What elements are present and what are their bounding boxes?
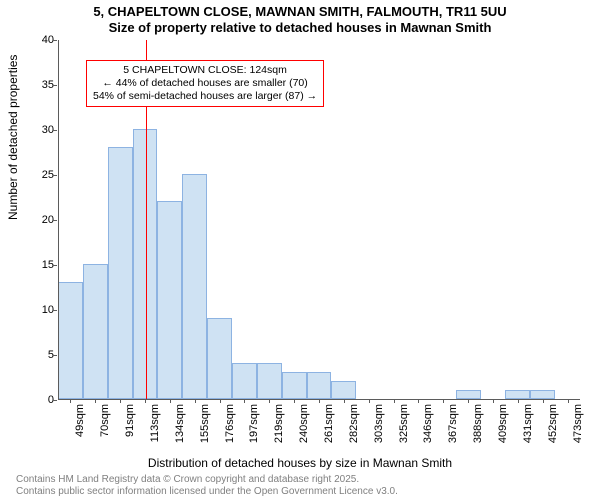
xtick-label: 113sqm — [149, 404, 161, 442]
annotation-line2: ← 44% of detached houses are smaller (70… — [93, 77, 317, 90]
xtick-label: 261sqm — [323, 404, 335, 443]
ytick-mark — [53, 220, 57, 221]
chart-title-line1: 5, CHAPELTOWN CLOSE, MAWNAN SMITH, FALMO… — [0, 4, 600, 19]
xtick-label: 388sqm — [472, 404, 484, 443]
ytick-mark — [53, 310, 57, 311]
annotation-box: 5 CHAPELTOWN CLOSE: 124sqm ← 44% of deta… — [86, 60, 324, 107]
xtick-label: 431sqm — [522, 404, 534, 443]
xtick-label: 303sqm — [373, 404, 385, 443]
footnote: Contains HM Land Registry data © Crown c… — [0, 474, 600, 498]
xtick-label: 155sqm — [199, 404, 211, 443]
footnote-line2: Contains public sector information licen… — [16, 486, 600, 498]
xtick-label: 346sqm — [422, 404, 434, 443]
xtick-label: 325sqm — [398, 404, 410, 443]
xtick-label: 70sqm — [99, 404, 111, 437]
xtick-label: 452sqm — [547, 404, 559, 443]
xtick-label: 197sqm — [248, 404, 260, 443]
xtick-label: 409sqm — [497, 404, 509, 443]
ytick-mark — [53, 175, 57, 176]
ytick-mark — [53, 355, 57, 356]
ytick-mark — [53, 130, 57, 131]
xtick-label: 176sqm — [224, 404, 236, 443]
xtick-label: 49sqm — [74, 404, 86, 437]
ytick-mark — [53, 400, 57, 401]
xtick-label: 219sqm — [273, 404, 285, 443]
y-axis-label: Number of detached properties — [6, 55, 20, 220]
xtick-label: 367sqm — [447, 404, 459, 443]
footnote-line1: Contains HM Land Registry data © Crown c… — [16, 474, 600, 486]
xtick-label: 240sqm — [298, 404, 310, 443]
chart-title-line2: Size of property relative to detached ho… — [0, 20, 600, 35]
annotation-line3: 54% of semi-detached houses are larger (… — [93, 90, 317, 103]
ytick-mark — [53, 40, 57, 41]
ytick-mark — [53, 85, 57, 86]
xtick-label: 282sqm — [348, 404, 360, 443]
ytick-mark — [53, 265, 57, 266]
xtick-label: 91sqm — [124, 404, 136, 437]
xtick-label: 473sqm — [572, 404, 584, 443]
annotation-line1: 5 CHAPELTOWN CLOSE: 124sqm — [93, 64, 317, 77]
xtick-label: 134sqm — [174, 404, 186, 443]
x-axis-label: Distribution of detached houses by size … — [0, 456, 600, 470]
